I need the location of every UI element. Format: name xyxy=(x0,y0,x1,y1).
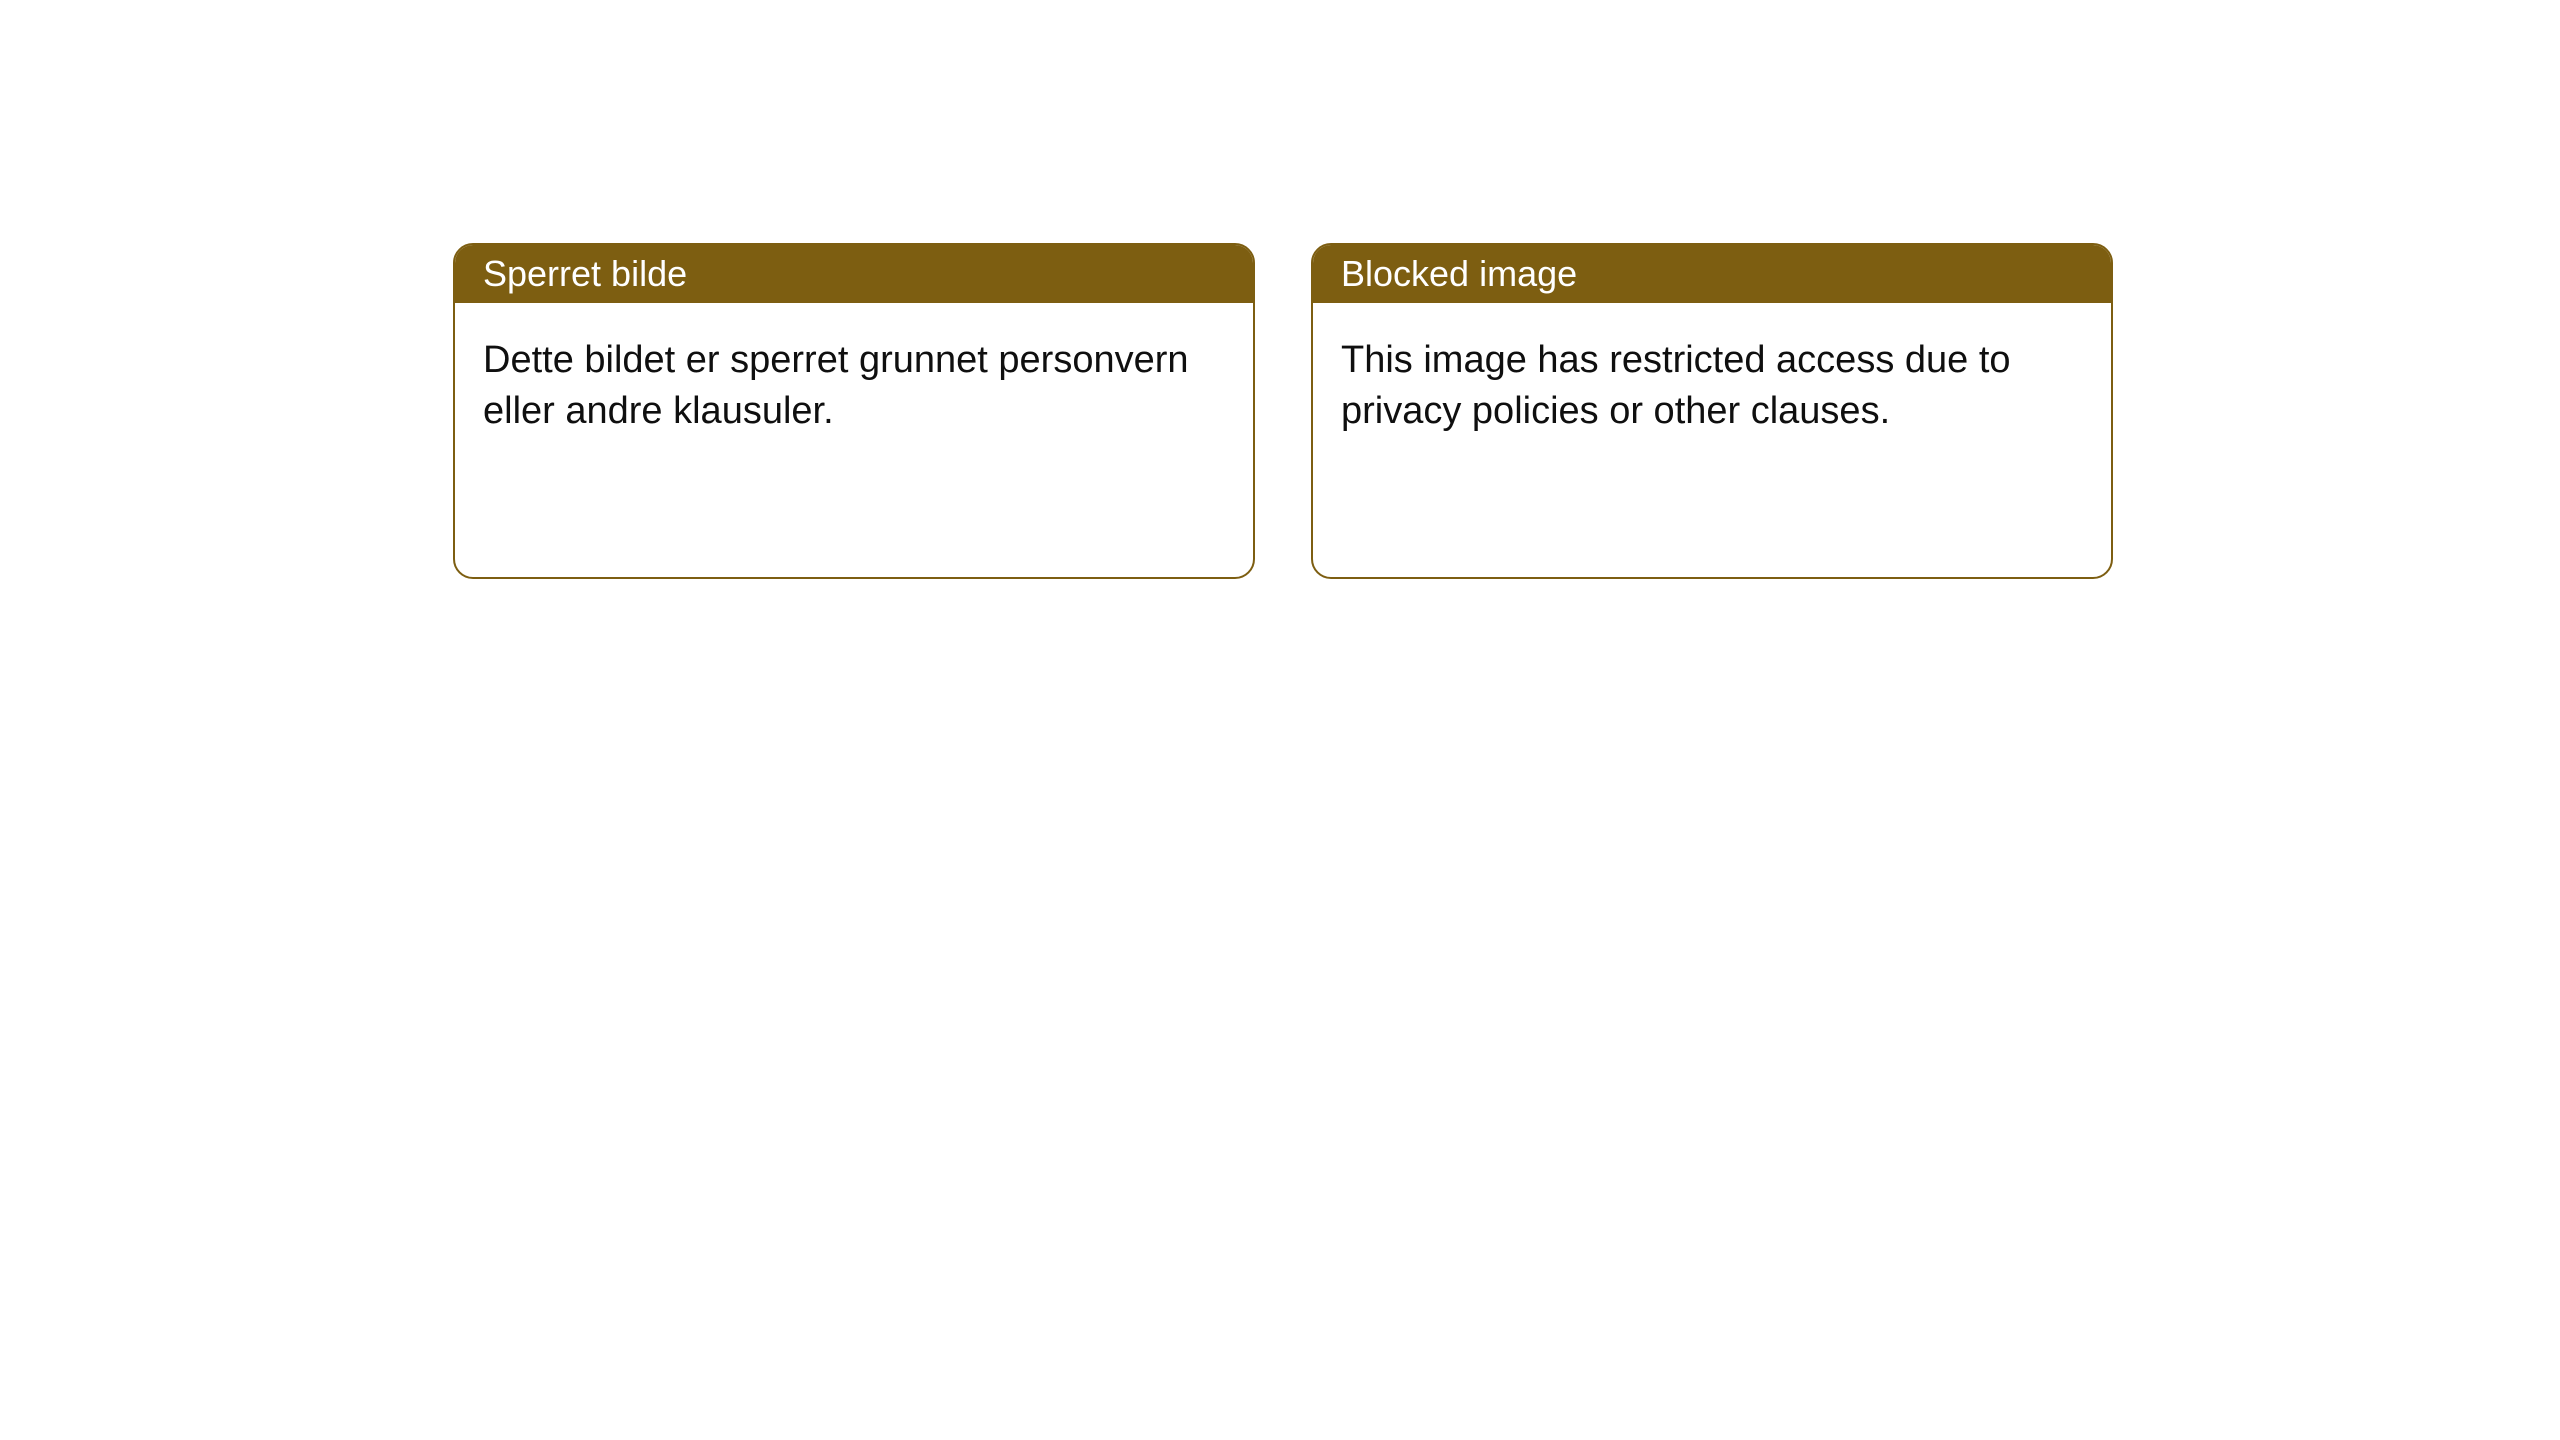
notice-container: Sperret bilde Dette bildet er sperret gr… xyxy=(0,0,2560,579)
notice-body: This image has restricted access due to … xyxy=(1313,303,2111,470)
notice-body-text: This image has restricted access due to … xyxy=(1341,339,2011,432)
notice-body-text: Dette bildet er sperret grunnet personve… xyxy=(483,339,1189,432)
notice-body: Dette bildet er sperret grunnet personve… xyxy=(455,303,1253,470)
notice-title: Blocked image xyxy=(1341,253,1577,295)
notice-header: Blocked image xyxy=(1313,245,2111,303)
notice-box-english: Blocked image This image has restricted … xyxy=(1311,243,2113,579)
notice-box-norwegian: Sperret bilde Dette bildet er sperret gr… xyxy=(453,243,1255,579)
notice-title: Sperret bilde xyxy=(483,253,687,295)
notice-header: Sperret bilde xyxy=(455,245,1253,303)
